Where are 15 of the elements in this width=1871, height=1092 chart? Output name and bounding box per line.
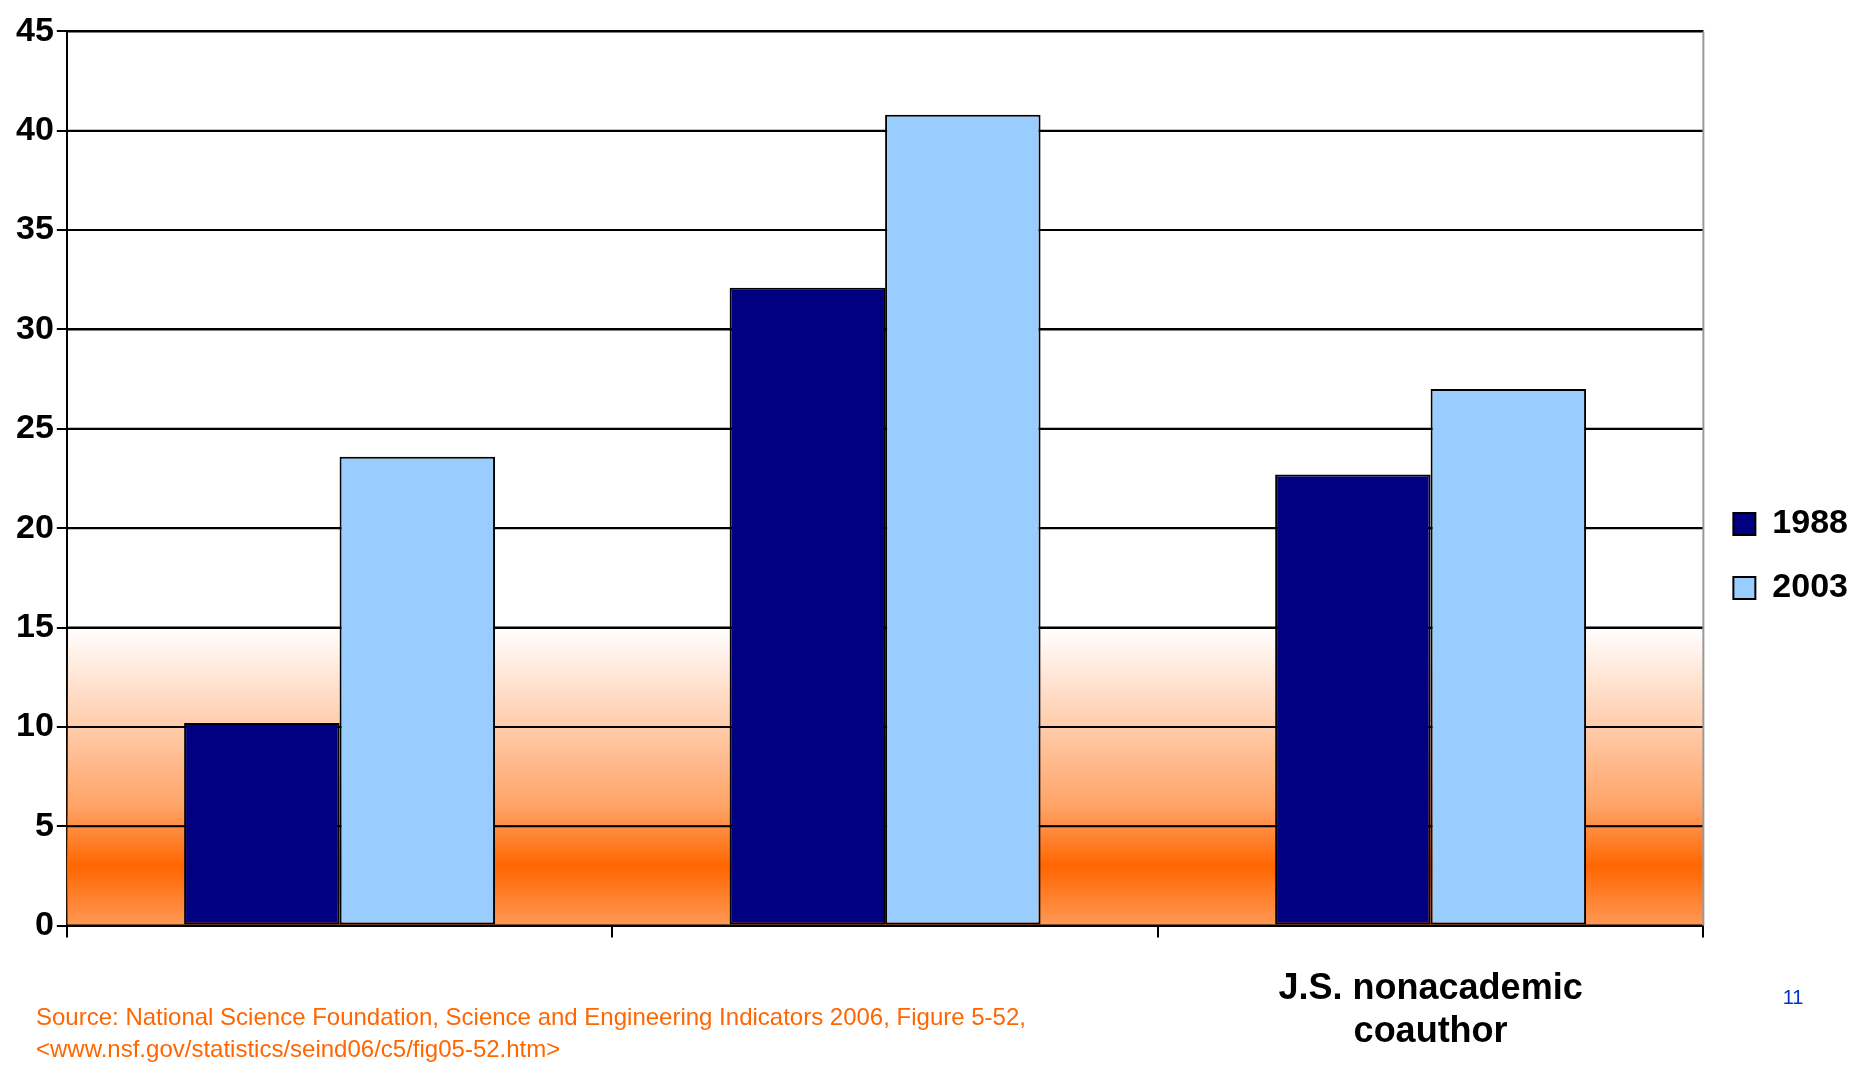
y-tick-label: 5	[34, 804, 54, 843]
y-tick-label: 10	[15, 705, 54, 744]
y-tick-label: 30	[15, 307, 54, 346]
legend-label: 1988	[1772, 502, 1848, 541]
y-tick-label: 25	[15, 407, 54, 446]
y-tick-label: 15	[15, 605, 54, 644]
legend-label: 2003	[1772, 566, 1848, 605]
y-tick-label: 35	[15, 208, 54, 247]
x-tick-label: J.S. nonacademic coauthor	[1278, 966, 1583, 1051]
y-tick-label: 40	[15, 109, 54, 148]
text: 11	[1782, 985, 1804, 1008]
source-note: Source: National Science Foundation, Science and Engineering Indicators 2006, Figure 5-52, <www.nsf.gov/statistics/seind06/c5/fig05-52.htm>	[36, 1002, 1026, 1062]
y-tick-label: 0	[34, 903, 54, 942]
y-tick-label: 20	[15, 506, 54, 545]
y-tick-label: 45	[15, 9, 54, 48]
